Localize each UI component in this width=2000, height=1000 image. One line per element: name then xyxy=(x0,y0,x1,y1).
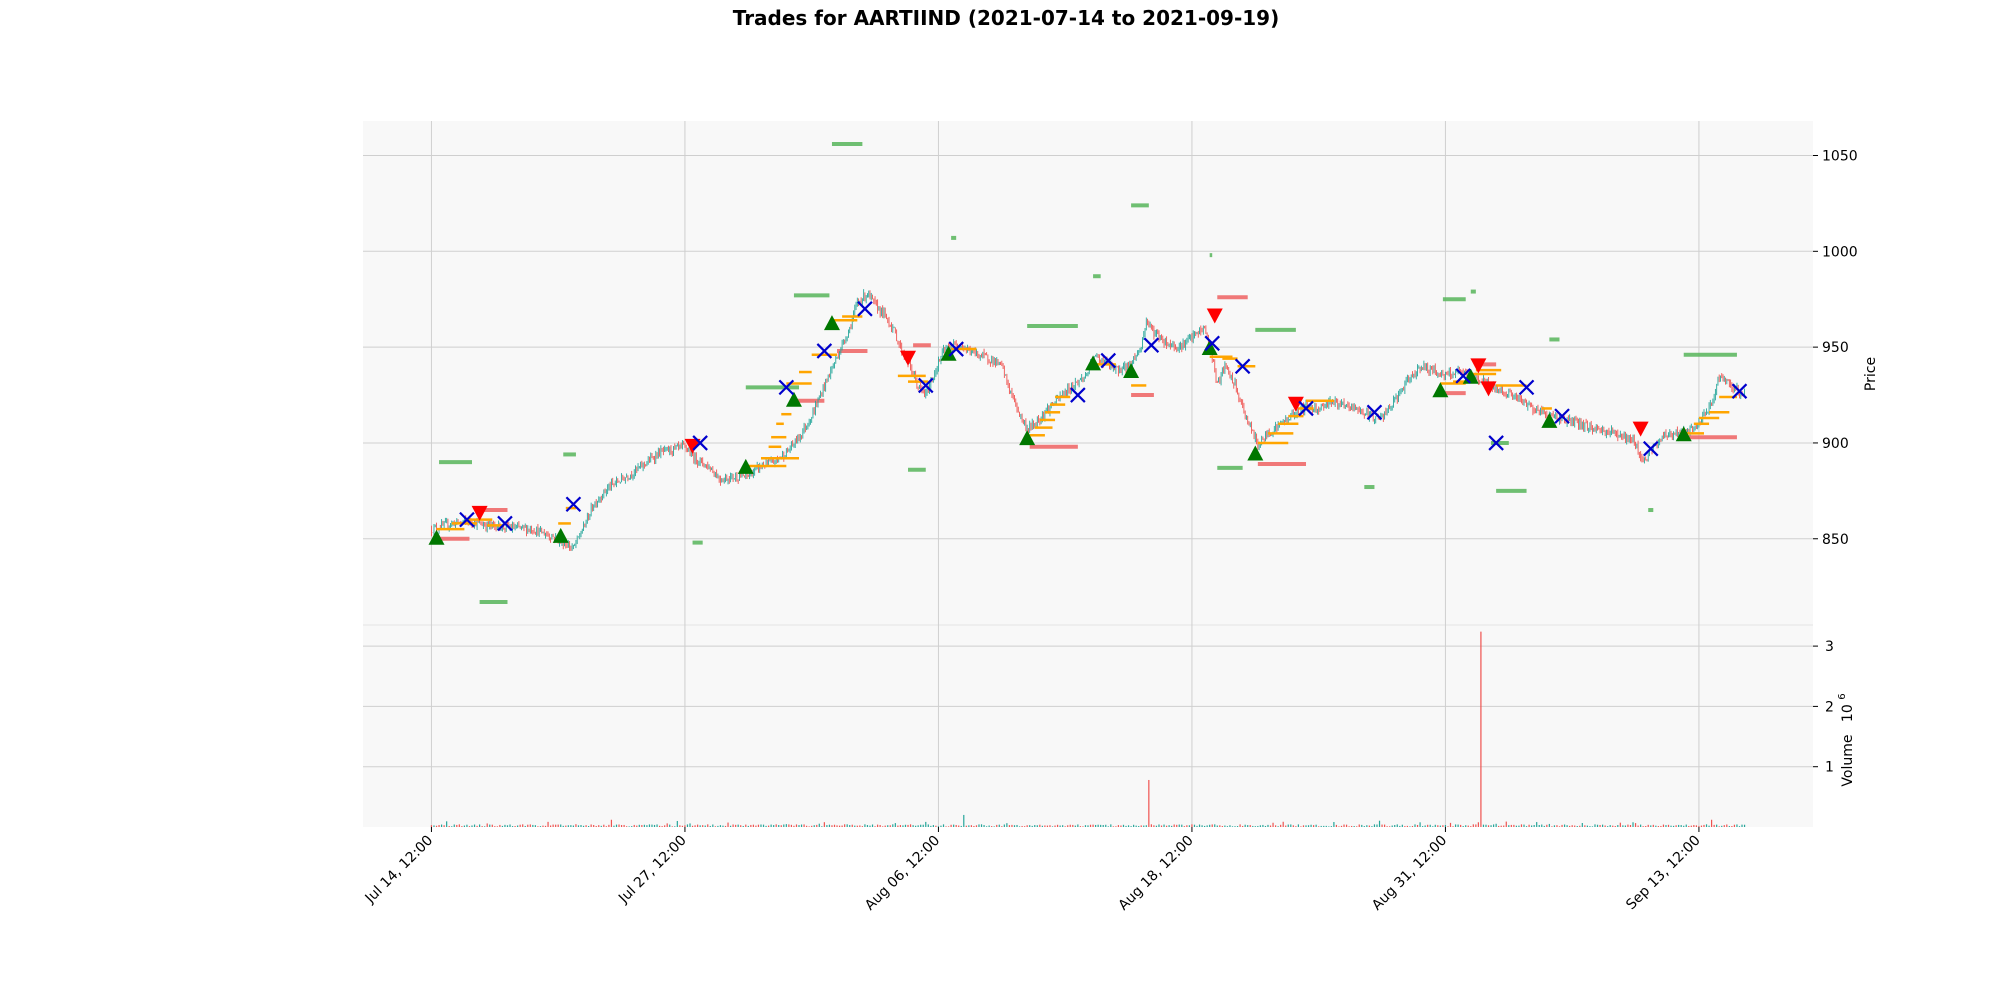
y-axis-ticks: 850 900 950 1000 1050 1 2 3 xyxy=(1813,148,1858,776)
sell-marker xyxy=(1632,421,1649,437)
candlestick-series xyxy=(430,289,1746,551)
sell-marker xyxy=(471,505,488,521)
exit-marker xyxy=(917,377,934,394)
price-axis-label: Price xyxy=(1863,357,1879,391)
volume-tick-label: 1 xyxy=(1825,760,1834,776)
sell-marker xyxy=(684,438,701,454)
exit-marker xyxy=(1642,440,1659,457)
exit-marker xyxy=(1366,404,1383,421)
volume-panel xyxy=(363,625,1813,827)
chart-title: Trades for AARTIIND (2021-07-14 to 2021-… xyxy=(733,6,1279,30)
sell-marker xyxy=(1287,396,1304,412)
time-tick-label: Aug 18, 12:00 xyxy=(1116,833,1197,914)
price-tick-label: 1000 xyxy=(1822,244,1858,260)
exit-marker xyxy=(459,511,475,528)
volume-exponent: 6 xyxy=(1837,693,1848,699)
buy-marker xyxy=(940,345,957,361)
exit-marker xyxy=(1455,368,1471,384)
volume-tick-label: 3 xyxy=(1825,639,1834,655)
sell-marker xyxy=(1206,308,1223,324)
buy-marker xyxy=(428,529,445,545)
buy-marker xyxy=(1247,445,1264,461)
volume-axis-label: Volume 10 6 xyxy=(1837,693,1856,786)
exit-marker xyxy=(1731,383,1748,399)
exit-marker xyxy=(1518,379,1535,396)
take-profit-lines xyxy=(439,141,1737,605)
time-tick-label: Aug 31, 12:00 xyxy=(1369,833,1450,914)
exit-marker xyxy=(1143,337,1160,353)
buy-marker xyxy=(1675,426,1692,442)
sell-marker xyxy=(900,350,917,366)
exit-marker xyxy=(1204,335,1220,352)
buy-marker xyxy=(1123,363,1140,379)
buy-marker xyxy=(552,527,569,543)
x-axis-ticks: Jul 14, 12:00 Jul 27, 12:00 Aug 06, 12:00 A… xyxy=(362,827,1704,914)
exit-marker xyxy=(1554,408,1570,424)
buy-marker xyxy=(823,315,840,331)
time-tick-label: Sep 13, 12:00 xyxy=(1623,833,1704,914)
price-tick-label: 950 xyxy=(1822,340,1849,356)
buy-marker xyxy=(1432,382,1449,398)
exit-marker xyxy=(1488,435,1504,451)
exit-marker xyxy=(1070,387,1086,403)
exit-marker xyxy=(1234,358,1251,375)
buy-marker xyxy=(737,458,754,474)
buy-marker xyxy=(785,391,802,407)
exit-marker xyxy=(816,343,833,359)
stop-loss-lines xyxy=(436,295,1737,541)
exit-marker xyxy=(948,341,964,357)
buy-marker xyxy=(1019,430,1036,446)
buy-marker xyxy=(1541,412,1558,428)
exit-marker xyxy=(692,435,708,451)
volume-label-text: Volume xyxy=(1840,735,1856,787)
sell-marker xyxy=(1470,358,1487,374)
buy-marker xyxy=(1085,355,1102,371)
time-tick-label: Jul 27, 12:00 xyxy=(615,833,690,908)
exit-marker xyxy=(778,379,795,396)
sell-marker xyxy=(1480,381,1497,397)
exit-marker xyxy=(1298,400,1314,417)
time-tick-label: Jul 14, 12:00 xyxy=(362,833,437,908)
price-tick-label: 900 xyxy=(1822,436,1849,452)
trade-markers xyxy=(428,301,1748,545)
price-tick-label: 850 xyxy=(1822,532,1849,548)
buy-marker xyxy=(1201,340,1218,356)
exit-marker xyxy=(497,515,513,532)
price-tick-label: 1050 xyxy=(1822,148,1858,164)
exit-marker xyxy=(565,496,582,513)
volume-bars xyxy=(430,631,1746,827)
time-tick-label: Aug 06, 12:00 xyxy=(862,833,943,914)
volume-tick-label: 2 xyxy=(1825,699,1834,715)
volume-exponent-base: 10 xyxy=(1840,704,1856,722)
exit-marker xyxy=(1100,352,1117,369)
exit-marker xyxy=(857,301,873,317)
grid-lines xyxy=(363,121,1813,827)
